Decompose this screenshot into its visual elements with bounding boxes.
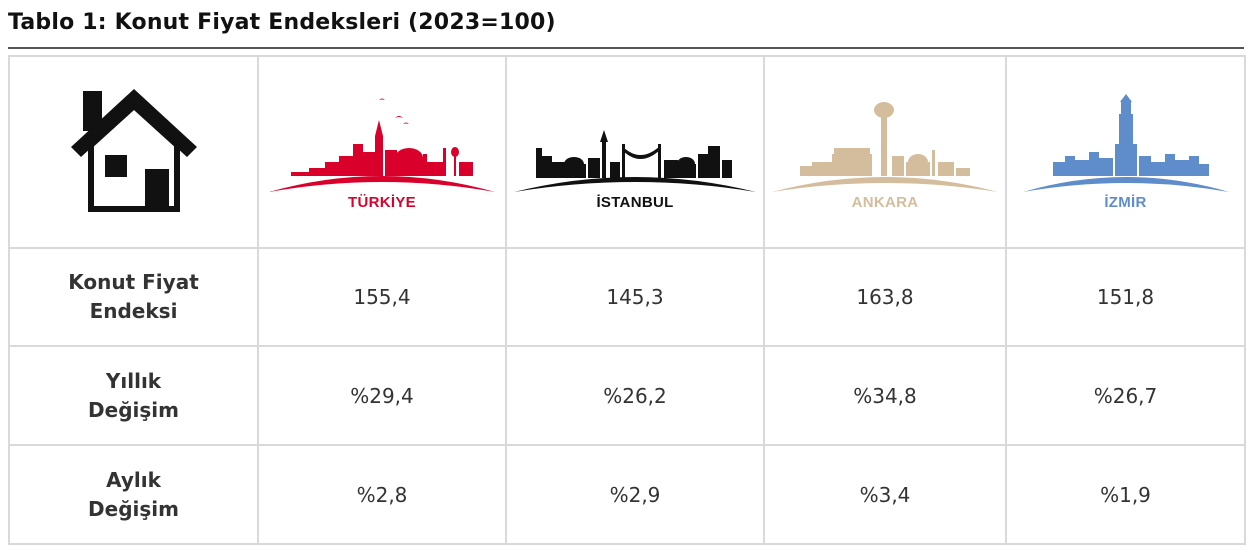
value-turkiye: %2,8 <box>257 444 507 545</box>
table-row: Aylık Değişim %2,8 %2,9 %3,4 %1,9 <box>8 444 1246 545</box>
city-name-istanbul: İSTANBUL <box>596 194 674 212</box>
izmir-skyline-icon <box>1022 94 1229 193</box>
value-ankara: %3,4 <box>763 444 1007 545</box>
value-turkiye: %29,4 <box>257 345 507 447</box>
turkiye-skyline-icon <box>269 98 495 193</box>
city-name-ankara: ANKARA <box>851 194 919 212</box>
value-izmir: 151,8 <box>1005 246 1246 348</box>
house-icon <box>70 88 197 212</box>
house-price-index-table: TÜRKİYE <box>8 55 1246 545</box>
city-name-izmir: İZMİR <box>1104 194 1147 212</box>
city-header-ankara: ANKARA <box>763 55 1007 249</box>
row-label-annual-change: Yıllık Değişim <box>8 345 259 447</box>
value-istanbul: %26,2 <box>505 345 765 447</box>
city-header-turkiye: TÜRKİYE <box>257 55 507 249</box>
value-ankara: %34,8 <box>763 345 1007 447</box>
ankara-skyline-icon <box>772 102 998 193</box>
value-izmir: %26,7 <box>1005 345 1246 447</box>
row-label-index: Konut Fiyat Endeksi <box>8 246 259 348</box>
title-divider <box>8 47 1244 49</box>
city-name-turkiye: TÜRKİYE <box>348 194 416 212</box>
table-row: Yıllık Değişim %29,4 %26,2 %34,8 %26,7 <box>8 345 1246 447</box>
istanbul-skyline-icon <box>514 130 756 193</box>
value-ankara: 163,8 <box>763 246 1007 348</box>
table-row: Konut Fiyat Endeksi 155,4 145,3 163,8 151… <box>8 246 1246 348</box>
table-header-row: TÜRKİYE <box>8 55 1246 249</box>
city-header-izmir: İZMİR <box>1005 55 1246 249</box>
value-izmir: %1,9 <box>1005 444 1246 545</box>
city-header-istanbul: İSTANBUL <box>505 55 765 249</box>
page-title: Tablo 1: Konut Fiyat Endeksleri (2023=10… <box>8 10 556 35</box>
value-turkiye: 155,4 <box>257 246 507 348</box>
value-istanbul: 145,3 <box>505 246 765 348</box>
header-icon-cell <box>8 55 259 249</box>
row-label-monthly-change: Aylık Değişim <box>8 444 259 545</box>
value-istanbul: %2,9 <box>505 444 765 545</box>
